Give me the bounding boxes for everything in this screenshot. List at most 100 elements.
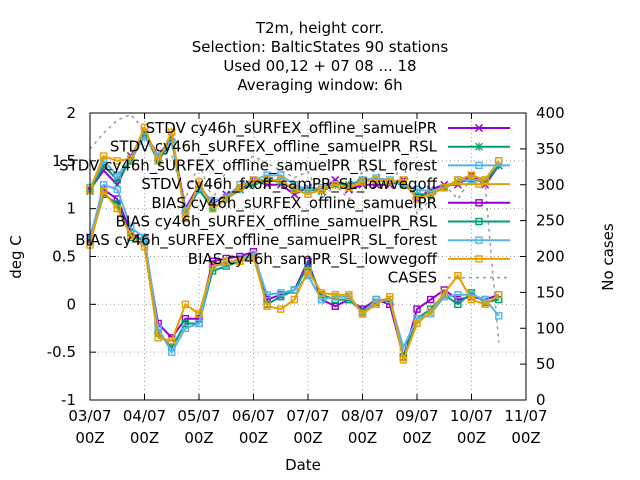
data-point [317, 185, 326, 194]
data-point [127, 155, 135, 163]
data-point [317, 289, 326, 297]
data-point [475, 199, 483, 207]
data-point [481, 177, 490, 186]
data-point [386, 292, 394, 301]
series-3 [86, 123, 503, 223]
data-point [208, 257, 217, 265]
data-point [495, 157, 503, 165]
legend-label: STDV cy46h_sURFEX_offline_samuelPR_RSL [110, 138, 438, 157]
data-point [475, 180, 483, 188]
series-7 [86, 187, 503, 364]
y2-tick-label: 100 [536, 319, 565, 337]
data-point [358, 178, 367, 186]
x-tick-label: 10/07 [450, 407, 493, 425]
series-line [89, 189, 500, 364]
data-point [467, 171, 476, 179]
legend-entry: STDV cy46h_sURFEX_offline_samuelPR [146, 119, 510, 138]
y-tick-label: 0 [66, 295, 76, 313]
y2-tick-label: 200 [536, 248, 565, 266]
data-point [454, 176, 462, 184]
y2-tick-label: 400 [536, 104, 565, 122]
title-line-2: Selection: BalticStates 90 stations [192, 38, 449, 56]
data-point [290, 185, 299, 194]
data-point [426, 295, 435, 304]
data-point [113, 204, 121, 213]
plot-series [85, 113, 503, 364]
data-point [454, 291, 462, 299]
data-point [475, 142, 483, 151]
data-point [290, 295, 299, 304]
data-point [440, 183, 448, 192]
data-point [195, 310, 203, 318]
x-tick-label-hour: 00Z [511, 429, 540, 447]
x-axis-label: Date [285, 456, 321, 474]
title-line-3: Used 00,12 + 07 08 ... 18 [223, 57, 416, 75]
data-point [154, 157, 162, 165]
x-tick-label-hour: 00Z [184, 429, 213, 447]
y2-tick-label: 0 [536, 391, 546, 409]
data-point [222, 195, 230, 203]
data-point [277, 176, 285, 184]
y-tick-label: -1 [61, 391, 76, 409]
legend-entry: BIAS cy46h_sURFEX_offline_samuelPR [151, 194, 510, 213]
data-point [426, 190, 435, 199]
x-tick-label-hour: 00Z [457, 429, 486, 447]
x-tick-label-hour: 00Z [348, 429, 377, 447]
data-point [181, 314, 190, 323]
legend-label: BIAS cy46h_sURFEX_offline_samuelPR [151, 194, 437, 213]
data-point [126, 156, 135, 165]
data-point [426, 308, 435, 316]
data-point [113, 175, 122, 184]
series-line [89, 183, 500, 355]
data-point [481, 300, 489, 309]
legend-label: BIAS cy46h_samPR_SL_lowvegoff [188, 250, 438, 269]
data-point [113, 171, 121, 179]
title-line-1: T2m, height corr. [255, 19, 384, 37]
y-tick-label: 1.5 [52, 152, 76, 170]
x-tick-label: 03/07 [68, 407, 111, 425]
x-tick-label: 07/07 [286, 407, 329, 425]
data-point [140, 233, 149, 242]
title-line-4: Averaging window: 6h [237, 76, 402, 94]
y-tick-label: -0.5 [47, 343, 76, 361]
data-point [413, 319, 421, 328]
legend-entry: BIAS cy46h_sURFEX_offline_samuelPR_RSL [116, 213, 510, 232]
series-line [89, 113, 500, 343]
x-tick-label: 09/07 [395, 407, 438, 425]
x-tick-label-hour: 00Z [239, 429, 268, 447]
data-point [208, 204, 217, 213]
data-point [345, 291, 353, 299]
data-point [236, 257, 244, 265]
data-point [331, 291, 339, 299]
data-point [372, 300, 380, 309]
legend-entry: STDV cy46h_sURFEX_offline_samuelPR_RSL_f… [59, 156, 510, 175]
data-point [263, 176, 271, 184]
data-point [181, 324, 190, 332]
data-point [222, 257, 230, 265]
legend-label: BIAS cy46h_sURFEX_offline_samuelPR_RSL [116, 213, 438, 232]
data-point [475, 236, 483, 244]
y2-tick-label: 50 [536, 355, 555, 373]
data-point [249, 176, 258, 184]
data-point [475, 255, 483, 263]
data-point [413, 305, 421, 313]
legend-label: STDV cy46h_sURFEX_offline_samuelPR_RSL_f… [59, 156, 437, 175]
data-point [475, 217, 483, 226]
data-point [358, 310, 367, 318]
data-point [454, 300, 462, 309]
data-point [99, 187, 108, 196]
data-point [475, 161, 483, 170]
data-point [276, 177, 285, 186]
series-line [89, 124, 500, 223]
legend-label: BIAS cy46h_sURFEX_offline_samuelPR_SL_fo… [75, 231, 437, 250]
data-point [481, 295, 489, 304]
data-point [277, 289, 285, 297]
data-point [345, 183, 353, 192]
data-point [453, 177, 462, 186]
legend-entry: BIAS cy46h_samPR_SL_lowvegoff [188, 250, 510, 269]
data-point [399, 356, 408, 364]
x-tick-label: 11/07 [504, 407, 547, 425]
chart-title: T2m, height corr. Selection: BalticState… [192, 19, 449, 94]
x-tick-label-hour: 00Z [293, 429, 322, 447]
data-point [140, 123, 149, 132]
